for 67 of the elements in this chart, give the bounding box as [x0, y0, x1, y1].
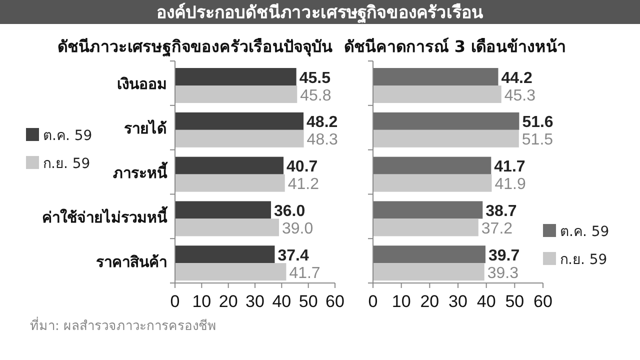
x-tick-label: 50 [298, 292, 318, 311]
bar [373, 130, 519, 148]
x-tick-label: 50 [505, 292, 524, 311]
text: 39.0 [282, 220, 314, 238]
x-tick-label: 10 [392, 292, 411, 311]
bar [175, 201, 271, 219]
legend-label: ต.ค. 59 [43, 128, 92, 144]
chart-title: ดัชนีภาวะเศรษฐกิจของครัวเรือนปัจจุบัน [58, 37, 332, 57]
text: 51.5 [522, 132, 554, 149]
text: องค์ประกอบดัชนีภาวะเศรษฐกิจของครัวเรือน [156, 2, 484, 24]
bar [175, 86, 298, 103]
bar [175, 130, 304, 148]
text: 40.7 [286, 158, 318, 176]
bar [175, 218, 279, 236]
bar [373, 246, 486, 264]
x-tick-label: 0 [170, 292, 180, 311]
legend-label: ก.ย. 59 [560, 252, 608, 268]
bar [373, 68, 498, 86]
y-tick-label: เงินออม [117, 75, 167, 94]
text: 48.3 [306, 132, 338, 149]
text: 41.9 [494, 176, 526, 194]
x-tick-label: 0 [368, 292, 378, 311]
bar [373, 201, 483, 219]
bar [373, 112, 520, 130]
x-tick-label: 40 [272, 292, 292, 311]
x-tick-label: 60 [534, 292, 552, 311]
bar [373, 218, 478, 236]
text: 45.5 [299, 70, 330, 87]
bar [373, 86, 502, 103]
text: 37.2 [481, 220, 513, 238]
chart-title: ดัชนีคาดการณ์ 3 เดือนข้างหน้า [344, 37, 566, 56]
x-tick-label: 60 [326, 292, 344, 311]
text: 45.8 [300, 87, 332, 104]
text: 38.7 [486, 202, 517, 220]
y-tick-label: รายได้ [124, 118, 167, 138]
bar [175, 112, 304, 130]
text: 41.2 [288, 176, 320, 194]
x-tick-label: 40 [476, 292, 496, 311]
bar [175, 174, 285, 192]
y-tick-label: ภาระหนี้ [113, 161, 168, 182]
bar [373, 263, 484, 281]
text: 39.3 [487, 264, 518, 282]
text: 37.4 [278, 247, 309, 264]
text: 39.7 [488, 247, 520, 264]
legend-label: ต.ค. 59 [560, 224, 610, 240]
bar [373, 156, 492, 174]
y-tick-label: ราคาสินค้า [96, 252, 167, 271]
bar [175, 246, 275, 264]
bar [373, 174, 492, 192]
text: 36.0 [274, 202, 306, 220]
x-tick-label: 20 [420, 292, 440, 311]
legend-label: ก.ย. 59 [43, 156, 90, 172]
bar [175, 263, 286, 281]
x-tick-label: 10 [192, 292, 212, 311]
x-tick-label: 30 [448, 292, 468, 311]
bar [175, 68, 296, 86]
y-tick-label: ค่าใช้จ่ายไม่รวมหนี้ [42, 205, 168, 226]
x-tick-label: 20 [218, 292, 238, 311]
text: 41.7 [494, 158, 526, 176]
x-tick-label: 30 [246, 292, 264, 311]
text: 51.6 [522, 114, 554, 132]
text: 48.2 [306, 114, 338, 132]
text: 45.3 [504, 87, 536, 104]
text: 44.2 [501, 70, 532, 87]
text: ที่มา: ผลสำรวจภาวะการครองชีพ [30, 317, 217, 334]
bar [175, 156, 284, 174]
text: 41.7 [289, 264, 320, 282]
